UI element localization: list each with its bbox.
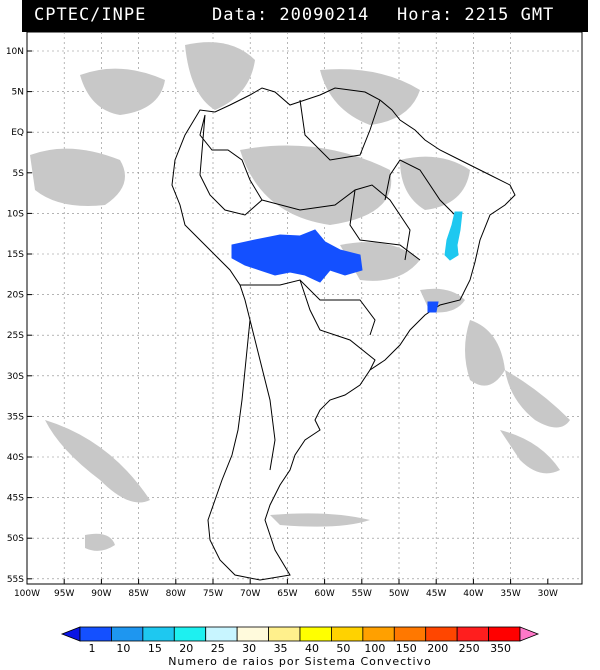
colorbar-segment: [142, 626, 175, 642]
map-header: CPTEC/INPE Data: 20090214 Hora: 2215 GMT: [22, 0, 588, 32]
lat-label: 50S: [7, 534, 24, 544]
lat-label: 35S: [7, 412, 24, 422]
cloud-cover: [30, 42, 570, 551]
colorbar-label: 250: [459, 642, 480, 655]
coastlines-and-borders: [171, 87, 516, 581]
central-south-america-cluster: [231, 229, 363, 283]
lightning-clusters: [231, 211, 463, 313]
lat-label: 25S: [7, 331, 24, 341]
lon-label: 70W: [240, 589, 260, 599]
source-label: CPTEC/INPE: [34, 5, 147, 25]
colorbar-label: 15: [148, 642, 162, 655]
lat-label: EQ: [11, 128, 24, 138]
colorbar-segment: [488, 626, 521, 642]
lon-label: 95W: [54, 589, 74, 599]
longitude-labels: 100W 95W 90W 85W 80W 75W 70W 65W 60W 55W 50W 45W 40W…: [14, 589, 558, 599]
lon-label: 55W: [352, 589, 372, 599]
lat-label: 10S: [7, 209, 24, 219]
lat-label: 40S: [7, 453, 24, 463]
hour-label: Hora: 2215 GMT: [397, 5, 555, 25]
southeast-brazil-cluster: [427, 301, 439, 313]
date-label: Data: 20090214: [212, 5, 370, 25]
colorbar-segment: [173, 626, 207, 642]
lat-label: 10N: [6, 47, 24, 57]
colorbar-title: Numero de raios por Sistema Convectivo: [168, 655, 432, 668]
lat-label: 55S: [7, 575, 24, 585]
colorbar-label: 350: [490, 642, 511, 655]
colorbar-segment: [393, 626, 427, 642]
latitude-labels: 10N 5N EQ 5S 10S 15S 20S 25S 30S 35S 40S 45S 50S 55S: [6, 47, 24, 585]
colorbar-segment: [60, 626, 81, 642]
colorbar-segment: [331, 626, 364, 642]
colorbar-label: 50: [336, 642, 350, 655]
lon-label: 75W: [203, 589, 223, 599]
colorbar-segment: [236, 626, 269, 642]
colorbar-label: 25: [211, 642, 225, 655]
lon-label: 100W: [14, 589, 40, 599]
colorbar-label: 150: [396, 642, 417, 655]
colorbar-segment: [268, 626, 301, 642]
lon-label: 90W: [91, 589, 111, 599]
colorbar-label: 200: [427, 642, 448, 655]
lat-label: 30S: [7, 372, 24, 382]
lightning-colorbar: 1 10 15 20 25 30 35 40 50 100 150 200 250 350: [60, 626, 540, 655]
map-frame: [26, 31, 583, 585]
colorbar-label: 100: [364, 642, 385, 655]
lat-lon-grid: [26, 32, 582, 584]
colorbar-label: 20: [179, 642, 193, 655]
lat-label: 5S: [13, 169, 25, 179]
colorbar-label: 40: [305, 642, 319, 655]
lon-label: 65W: [277, 589, 297, 599]
eastern-brazil-cluster: [444, 211, 463, 261]
lon-label: 35W: [500, 589, 520, 599]
lon-label: 80W: [166, 589, 186, 599]
lat-label: 5N: [12, 88, 24, 98]
lon-label: 45W: [426, 589, 446, 599]
lon-label: 40W: [463, 589, 483, 599]
lat-label: 20S: [7, 291, 24, 301]
colorbar-segment: [299, 626, 332, 642]
lon-label: 30W: [538, 589, 558, 599]
colorbar-segment: [425, 626, 458, 642]
colorbar-segment: [519, 626, 540, 642]
colorbar-label: 1: [89, 642, 96, 655]
lat-label: 45S: [7, 494, 24, 504]
colorbar-segment: [79, 626, 112, 642]
colorbar-segment: [362, 626, 395, 642]
lon-label: 50W: [389, 589, 409, 599]
colorbar-segment: [111, 626, 144, 642]
lon-label: 60W: [314, 589, 334, 599]
lat-label: 15S: [7, 250, 24, 260]
colorbar-label: 35: [274, 642, 288, 655]
colorbar-segment: [456, 626, 489, 642]
colorbar-label: 10: [116, 642, 130, 655]
colorbar-label: 30: [242, 642, 256, 655]
colorbar-segment: [205, 626, 238, 642]
lon-label: 85W: [128, 589, 148, 599]
